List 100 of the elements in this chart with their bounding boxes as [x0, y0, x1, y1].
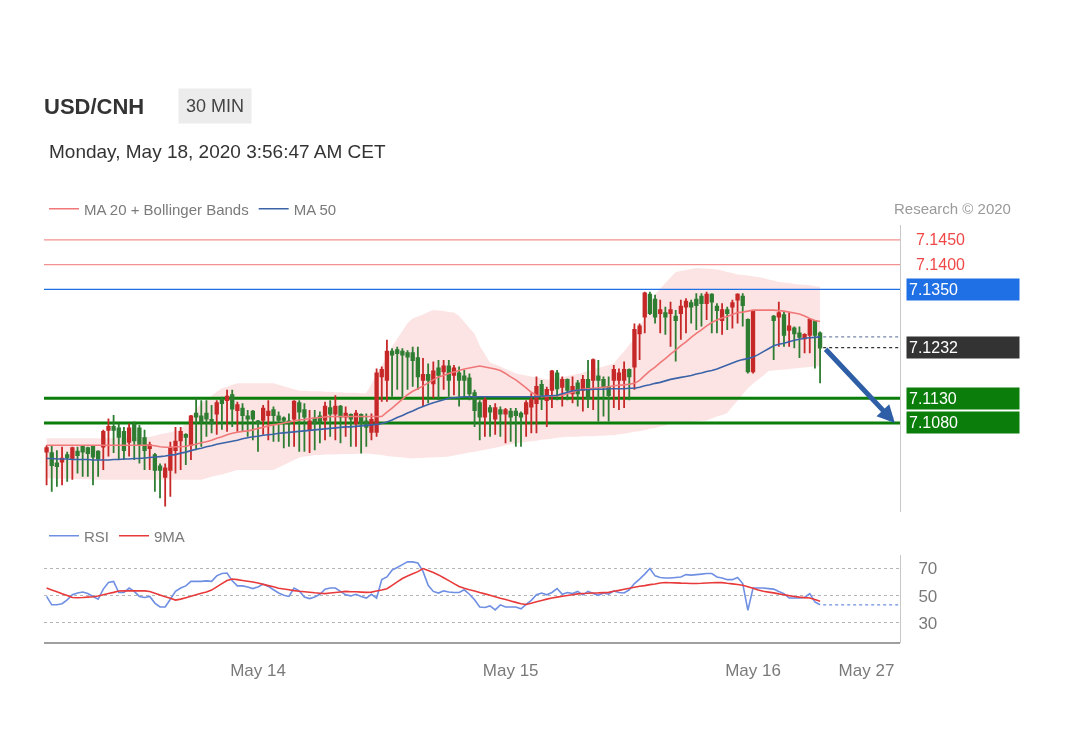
- candlestick: [214, 399, 219, 436]
- candlestick: [482, 395, 488, 438]
- candlestick: [580, 374, 586, 413]
- candlestick: [498, 405, 503, 438]
- candlestick: [539, 378, 544, 411]
- legend-label: MA 20 + Bollinger Bands: [84, 200, 249, 218]
- candlestick: [642, 290, 647, 335]
- candlestick: [70, 445, 75, 481]
- candlestick: [518, 410, 524, 448]
- candlestick: [333, 394, 338, 442]
- candlestick: [389, 347, 395, 398]
- candlestick: [271, 405, 276, 443]
- candlestick: [745, 317, 751, 375]
- candlestick: [353, 409, 359, 448]
- candlestick: [678, 298, 684, 341]
- candlestick: [54, 449, 60, 488]
- candlestick: [771, 314, 776, 361]
- x-tick-label: May 15: [482, 661, 539, 681]
- candlestick: [255, 419, 261, 453]
- candlestick: [606, 375, 611, 423]
- text: 30 MIN: [186, 96, 245, 116]
- candlestick: [714, 302, 720, 335]
- ref-line-label: 7.1080: [909, 414, 959, 431]
- candlestick: [776, 300, 781, 348]
- candlestick: [781, 310, 787, 348]
- candlestick: [240, 402, 245, 433]
- candlestick: [585, 359, 591, 409]
- candlestick: [725, 305, 730, 331]
- ref-line-label: 7.1350: [909, 281, 959, 298]
- candlestick: [554, 369, 560, 402]
- candlestick: [658, 298, 663, 335]
- candlestick: [575, 378, 580, 408]
- candlestick: [358, 412, 364, 455]
- ref-line-label: 7.1400: [916, 256, 966, 273]
- candlestick: [126, 422, 132, 458]
- candlestick: [250, 409, 256, 442]
- candlestick: [338, 404, 343, 445]
- candlestick: [704, 290, 709, 321]
- candlestick: [735, 292, 740, 325]
- chart-subtitle: Monday, May 18, 2020 3:56:47 AM CET: [49, 141, 386, 162]
- candlestick: [307, 409, 312, 455]
- candlestick: [178, 425, 183, 471]
- legend-label: MA 50: [293, 200, 337, 218]
- candlestick: [709, 292, 714, 335]
- candlestick: [101, 428, 106, 471]
- legend-label: 9MA: [154, 527, 185, 545]
- candlestick: [384, 338, 390, 403]
- candlestick: [106, 417, 111, 458]
- candlestick: [44, 444, 49, 487]
- y-tick-label: 30: [918, 613, 938, 633]
- candlestick: [560, 375, 565, 408]
- candlestick: [451, 364, 457, 397]
- candlestick: [121, 425, 127, 461]
- line-series: [45, 567, 821, 606]
- candlestick: [719, 302, 725, 336]
- candlestick: [740, 292, 745, 328]
- candlestick: [260, 404, 266, 436]
- candlestick: [420, 357, 426, 408]
- candlestick: [322, 400, 328, 442]
- candlestick: [219, 395, 225, 431]
- candlestick: [673, 309, 678, 363]
- candlestick: [627, 367, 632, 402]
- candlestick: [436, 359, 441, 402]
- candlestick: [441, 359, 446, 391]
- candlestick: [188, 414, 194, 461]
- legend-label: RSI: [84, 527, 110, 545]
- candlestick: [291, 399, 297, 448]
- x-tick-label: May 14: [230, 661, 286, 681]
- candlestick: [286, 412, 292, 448]
- candlestick: [668, 300, 673, 348]
- ref-line-label: 7.1232: [909, 339, 959, 356]
- candlestick: [730, 298, 735, 330]
- candlestick: [147, 440, 152, 471]
- candlestick: [663, 305, 668, 336]
- candlestick: [235, 400, 240, 433]
- candlestick: [652, 293, 658, 325]
- y-tick-label: 70: [918, 559, 938, 579]
- candlestick: [209, 404, 214, 435]
- candlestick: [65, 450, 70, 483]
- y-tick-label: 50: [918, 586, 938, 606]
- candlestick: [328, 399, 333, 438]
- ref-line-label: 7.1130: [909, 390, 957, 407]
- candlestick: [230, 388, 235, 428]
- candlestick: [426, 362, 431, 405]
- candlestick: [621, 360, 627, 409]
- candlestick: [431, 360, 436, 400]
- candlestick: [90, 444, 96, 487]
- line-series: [45, 561, 821, 612]
- candlestick: [493, 402, 498, 436]
- candlestick: [565, 377, 570, 402]
- candlestick: [503, 407, 508, 445]
- candlestick: [446, 359, 451, 398]
- candlestick: [348, 412, 353, 448]
- candlestick: [224, 388, 230, 433]
- candlestick: [343, 405, 348, 438]
- text: Research © 2020: [894, 200, 1011, 217]
- candlestick: [786, 312, 792, 348]
- candlestick: [456, 365, 462, 408]
- candlestick: [487, 404, 493, 438]
- chart-title: USD/CNH: [44, 93, 145, 119]
